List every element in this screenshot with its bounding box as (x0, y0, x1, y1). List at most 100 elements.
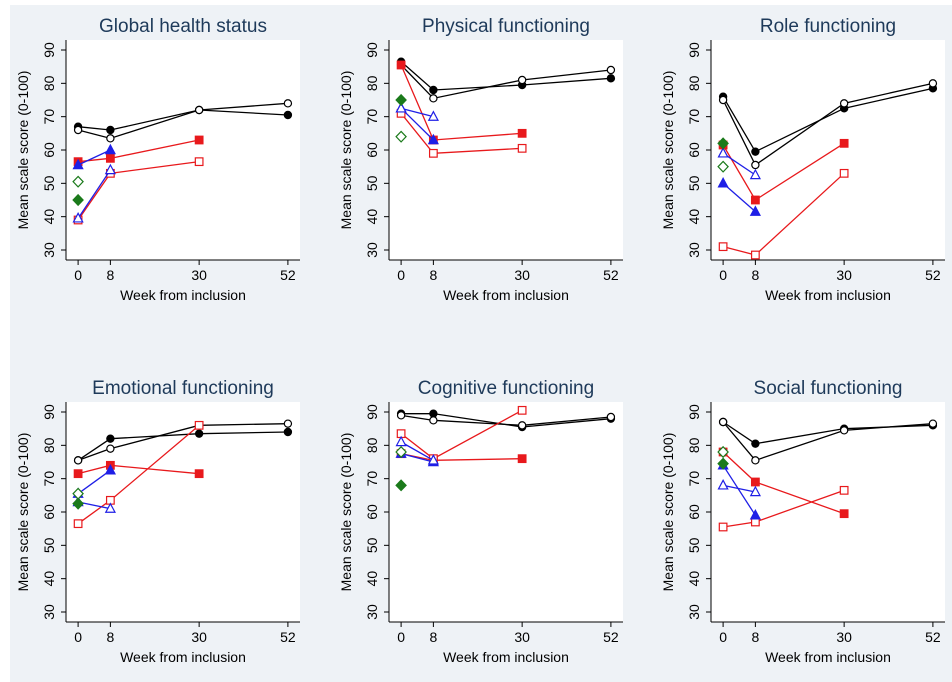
y-tick-label: 60 (364, 142, 380, 158)
data-point (517, 128, 527, 138)
x-axis-title: Week from inclusion (120, 649, 246, 665)
data-point (283, 427, 293, 437)
x-axis-title: Week from inclusion (120, 287, 246, 303)
series-diamond-filled (395, 93, 407, 107)
data-point (517, 405, 527, 415)
series-square-open (396, 108, 527, 158)
series-diamond-open (717, 445, 729, 459)
data-point (72, 212, 84, 223)
x-tick-label: 8 (429, 267, 437, 283)
data-point (606, 65, 616, 75)
y-tick-label: 30 (41, 604, 57, 620)
y-tick-label: 30 (41, 242, 57, 258)
data-point (72, 175, 84, 188)
series-triangle-open (395, 435, 439, 465)
y-tick-label: 80 (364, 437, 380, 453)
series-line (722, 152, 756, 176)
series-square-open (718, 485, 849, 532)
series-line (401, 413, 611, 428)
series-line (400, 107, 434, 118)
data-point (106, 434, 115, 443)
y-tick-label: 50 (686, 537, 702, 553)
series-triangle-open (717, 479, 761, 497)
x-tick-label: 52 (925, 629, 941, 645)
y-tick-label: 40 (686, 571, 702, 587)
y-tick-label: 90 (686, 404, 702, 420)
x-tick-label: 8 (106, 267, 114, 283)
y-tick-label: 50 (41, 537, 57, 553)
y-tick-label: 70 (686, 471, 702, 487)
y-tick-label: 40 (364, 209, 380, 225)
y-tick-label: 60 (686, 142, 702, 158)
data-point (751, 160, 760, 170)
series-square-open (73, 420, 204, 529)
data-point (106, 444, 115, 453)
data-point (395, 130, 407, 143)
x-tick-label: 0 (719, 267, 727, 283)
y-tick-label: 70 (41, 109, 57, 125)
data-point (104, 502, 116, 513)
y-tick-label: 50 (41, 175, 57, 191)
y-tick-label: 60 (41, 142, 57, 158)
series-line (400, 453, 434, 463)
data-point (72, 193, 84, 207)
x-tick-label: 52 (925, 267, 941, 283)
x-tick-label: 0 (74, 267, 82, 283)
data-point (750, 477, 760, 487)
data-point (749, 168, 761, 180)
series-diamond-filled (717, 457, 729, 470)
y-tick-label: 90 (41, 404, 57, 420)
y-tick-label: 60 (364, 504, 380, 520)
y-tick-label: 40 (41, 209, 57, 225)
y-tick-label: 50 (686, 175, 702, 191)
series-triangle-open (395, 102, 439, 121)
x-tick-label: 0 (397, 267, 405, 283)
data-point (105, 153, 115, 163)
plot-area (389, 40, 623, 260)
y-axis-title: Mean scale score (0-100) (660, 433, 676, 592)
data-point (194, 469, 204, 479)
x-tick-label: 8 (106, 629, 114, 645)
data-point (839, 509, 849, 519)
series-diamond-filled (72, 497, 84, 510)
x-tick-label: 30 (836, 629, 852, 645)
series-line (400, 107, 434, 141)
y-tick-label: 40 (686, 209, 702, 225)
data-point (839, 426, 849, 435)
data-point (718, 95, 728, 105)
series-circle-open (718, 417, 938, 465)
data-point (194, 429, 204, 438)
data-point (751, 147, 760, 156)
data-point (73, 519, 83, 529)
data-point (395, 102, 407, 113)
series-line (77, 431, 288, 461)
series-line (722, 82, 934, 166)
series-line (77, 501, 111, 510)
data-point (517, 454, 527, 464)
data-point (106, 134, 115, 143)
data-point (72, 487, 84, 500)
data-point (395, 93, 407, 107)
data-point (718, 417, 728, 427)
plot-area (66, 40, 300, 260)
data-point (73, 469, 83, 479)
plot-area (389, 402, 623, 622)
data-point (717, 160, 729, 173)
y-tick-label: 70 (364, 109, 380, 125)
series-circle-open (718, 79, 938, 170)
y-tick-label: 70 (41, 471, 57, 487)
y-tick-label: 50 (364, 537, 380, 553)
data-point (427, 133, 439, 145)
series-line (722, 182, 756, 213)
y-tick-label: 30 (686, 604, 702, 620)
data-point (717, 147, 729, 158)
data-point (395, 479, 407, 492)
data-point (928, 79, 938, 88)
series-diamond-open (395, 445, 407, 459)
data-point (429, 94, 438, 103)
x-tick-label: 0 (74, 629, 82, 645)
data-point (750, 195, 760, 205)
chart-title: Emotional functioning (92, 378, 274, 399)
data-point (718, 242, 728, 252)
data-point (750, 250, 760, 260)
